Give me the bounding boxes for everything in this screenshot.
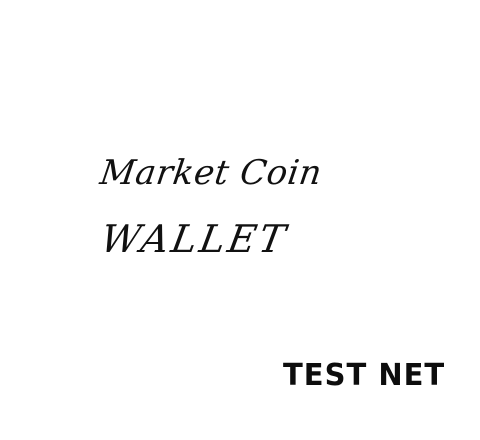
network-label: TEST NET	[283, 356, 446, 393]
app-title: Market Coin	[97, 153, 325, 193]
app-subtitle: WALLET	[97, 217, 292, 261]
